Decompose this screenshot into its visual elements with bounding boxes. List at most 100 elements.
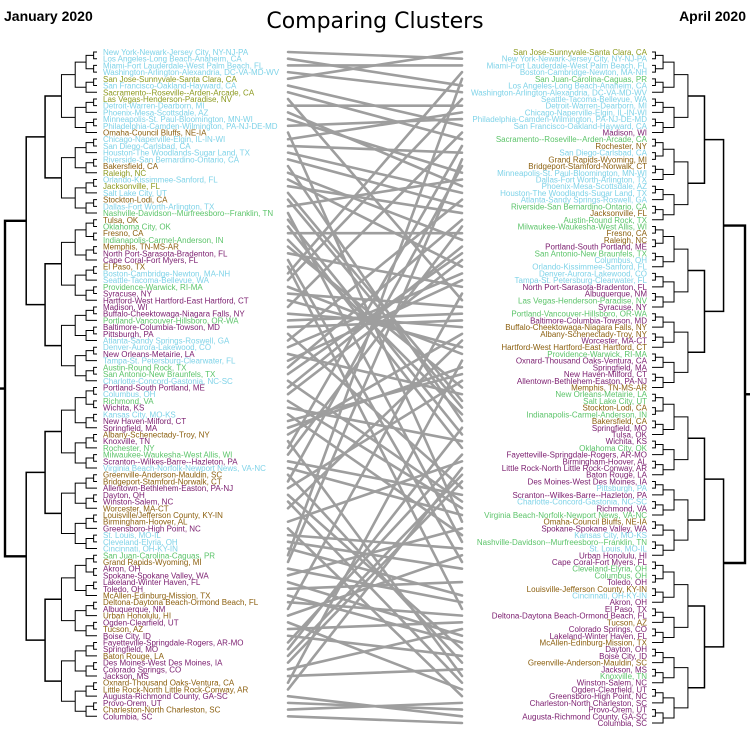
right-leaf-providence-warwick-ri-ma: Providence-Warwick, RI-MA xyxy=(547,350,647,359)
right-branch-59 xyxy=(652,420,656,429)
left-leaf-fayetteville-springdale-rogers-ar-mo: Fayetteville-Springdale-Rogers, AR-MO xyxy=(103,638,244,647)
connector-jackson-ms xyxy=(286,668,464,678)
left-leaf-charleston-north-charleston-sc: Charleston-North Charleston, SC xyxy=(103,706,221,715)
left-leaf-jackson-ms: Jackson, MS xyxy=(103,672,149,681)
left-leaf-birmingham-hoover-al: Birmingham-Hoover, AL xyxy=(103,518,188,527)
left-branch-88 xyxy=(60,660,76,702)
right-leaf-washington-arlington-alexandria-dc-va-md-wv: Washington-Arlington-Alexandria, DC-VA-M… xyxy=(471,88,648,97)
right-branch-95 xyxy=(663,697,675,719)
left-leaf-mcallen-edinburg-mission-tx: McAllen-Edinburg-Mission, TX xyxy=(103,592,211,601)
connector-oklahoma-city-ok xyxy=(286,225,464,450)
right-leaf-milwaukee-waukesha-west-allis-wi: Milwaukee-Waukesha-West Allis, WI xyxy=(518,222,647,231)
left-branch-81 xyxy=(85,584,97,597)
right-leaf-san-antonio-new-braunfels-tx: San Antonio-New Braunfels, TX xyxy=(535,249,648,258)
left-branch-45 xyxy=(74,355,87,377)
right-branch-99 xyxy=(652,709,656,717)
right-branch-69 xyxy=(652,504,664,516)
left-leaf-raleigh-nc: Raleigh, NC xyxy=(103,169,146,178)
left-branch-14 xyxy=(93,118,97,127)
right-branch-7 xyxy=(652,64,656,73)
connector-rochester-ny xyxy=(286,144,464,450)
left-leaf-new-haven-milford-ct: New Haven-Milford, CT xyxy=(103,417,186,426)
left-branch-50 xyxy=(25,471,46,641)
right-branch-89 xyxy=(674,667,689,709)
connector-albuquerque-nm xyxy=(286,292,464,611)
right-leaf-bridgeport-stamford-norwalk-ct: Bridgeport-Stamford-Norwalk, CT xyxy=(528,162,647,171)
left-branch-1 xyxy=(25,136,46,306)
right-leaf-portland-vancouver-hillsboro-or-wa: Portland-Vancouver-Hillsboro, OR-WA xyxy=(511,310,647,319)
right-branch-45 xyxy=(652,333,656,342)
right-branch-35 xyxy=(663,281,675,303)
right-branch-8 xyxy=(652,81,664,93)
left-leaf-deltona-daytona-beach-ormond-beach-fl: Deltona-Daytona Beach-Ormond Beach, FL xyxy=(103,598,259,607)
left-branch-34 xyxy=(74,274,87,296)
left-branch-26 xyxy=(44,263,62,347)
left-branch-67 xyxy=(93,474,97,482)
right-leaf-greensboro-high-point-nc: Greensboro-High Point, NC xyxy=(549,692,647,701)
right-leaf-miami-fort-lauderdale-west-palm-beach-fl: Miami-Fort Lauderdale-West Palm Beach, F… xyxy=(487,61,648,70)
right-leaf-san-jose-sunnyvale-santa-clara-ca: San Jose-Sunnyvale-Santa Clara, CA xyxy=(513,48,648,57)
right-branch-53 xyxy=(674,416,689,461)
connector-austin-round-rock-tx xyxy=(286,218,464,369)
left-branch-4 xyxy=(74,61,87,88)
right-leaf-austin-round-rock-tx: Austin-Round Rock, TX xyxy=(564,216,648,225)
left-branch-12 xyxy=(93,98,97,107)
right-branch-96 xyxy=(652,692,664,704)
right-leaf-birmingham-hoover-al: Birmingham-Hoover, AL xyxy=(563,457,648,466)
left-leaf-charlotte-concord-gastonia-nc-sc: Charlotte-Concord-Gastonia, NC-SC xyxy=(103,377,233,386)
right-leaf-tucson-az: Tucson, AZ xyxy=(607,618,647,627)
connector-san-juan-carolina-caguas-pr xyxy=(286,77,464,557)
left-branch-9 xyxy=(93,78,97,87)
left-leaf-toledo-oh: Toledo, OH xyxy=(103,585,143,594)
right-branch-21 xyxy=(652,165,656,174)
right-branch-43 xyxy=(652,313,656,321)
left-branch-80 xyxy=(93,568,97,576)
right-branch-85 xyxy=(652,611,664,623)
right-leaf-oxnard-thousand-oaks-ventura-ca: Oxnard-Thousand Oaks-Ventura, CA xyxy=(516,357,648,366)
connector-san-diego-carlsbad-ca xyxy=(286,144,464,154)
right-leaf-pittsburgh-pa: Pittsburgh, PA xyxy=(596,484,647,493)
left-branch-7 xyxy=(93,64,97,73)
left-branch-27 xyxy=(60,241,76,286)
connector-bridgeport-stamford-norwalk-ct xyxy=(286,164,464,483)
right-leaf-chicago-naperville-elgin-il-in-wi: Chicago-Naperville-Elgin, IL-IN-WI xyxy=(525,108,647,117)
left-branch-51 xyxy=(44,430,62,515)
right-branch-93 xyxy=(652,672,664,684)
right-branch-37 xyxy=(652,272,656,281)
right-leaf-detroit-warren-dearborn-mi: Detroit-Warren-Dearborn, MI xyxy=(545,102,647,111)
left-leaf-provo-orem-ut: Provo-Orem, UT xyxy=(103,699,162,708)
connector-birmingham-hoover-al xyxy=(286,460,464,524)
left-branch-56 xyxy=(93,400,97,409)
left-branch-21 xyxy=(74,187,87,209)
connector-boston-cambridge-newton-ma-nh xyxy=(286,70,464,275)
right-leaf-san-francisco-oakland-hayward-ca: San Francisco-Oakland-Hayward, CA xyxy=(514,122,648,131)
right-branch-46 xyxy=(663,361,675,383)
left-leaf-salt-lake-city-ut: Salt Lake City, UT xyxy=(103,189,167,198)
right-branch-20 xyxy=(652,168,664,180)
left-leaf-bridgeport-stamford-norwalk-ct: Bridgeport-Stamford-Norwalk, CT xyxy=(103,477,222,486)
right-leaf-fayetteville-springdale-rogers-ar-mo: Fayetteville-Springdale-Rogers, AR-MO xyxy=(507,451,648,460)
left-leaf-madison-wi: Madison, WI xyxy=(103,303,147,312)
right-branch-34 xyxy=(652,252,656,261)
right-branch-84 xyxy=(663,616,675,638)
right-branch-92 xyxy=(652,648,656,657)
right-leaf-springfield-ma: Springfield, MA xyxy=(593,363,648,372)
left-leaf-greenville-anderson-mauldin-sc: Greenville-Anderson-Mauldin, SC xyxy=(103,471,222,480)
left-leaf-bakersfield-ca: Bakersfield, CA xyxy=(103,162,159,171)
left-leaf-columbia-sc: Columbia, SC xyxy=(103,712,153,721)
left-branch-3 xyxy=(60,74,76,118)
left-branch-59 xyxy=(74,442,87,464)
left-leaf-scranton-wilkes-barre-hazleton-pa: Scranton--Wilkes-Barre--Hazleton, PA xyxy=(103,457,238,466)
right-leaf-augusta-richmond-county-ga-sc: Augusta-Richmond County, GA-SC xyxy=(522,712,647,721)
left-leaf-hartford-west-hartford-east-hartford-ct: Hartford-West Hartford-East Hartford, CT xyxy=(103,296,249,305)
left-branch-76 xyxy=(60,577,76,622)
right-leaf-seattle-tacoma-bellevue-wa: Seattle-Tacoma-Bellevue, WA xyxy=(541,95,648,104)
connector-oxnard-thousand-oaks-ventura-ca xyxy=(286,359,464,685)
left-leaf-atlanta-sandy-springs-roswell-ga: Atlanta-Sandy Springs-Roswell, GA xyxy=(103,337,230,346)
left-leaf-new-york-newark-jersey-city-ny-nj-pa: New York-Newark-Jersey City, NY-NJ-PA xyxy=(103,48,249,57)
right-branch-44 xyxy=(652,336,664,348)
right-leaf-ogden-clearfield-ut: Ogden-Clearfield, UT xyxy=(571,685,647,694)
right-leaf-fresno-ca: Fresno, CA xyxy=(607,229,648,238)
right-branch-68 xyxy=(652,480,656,489)
